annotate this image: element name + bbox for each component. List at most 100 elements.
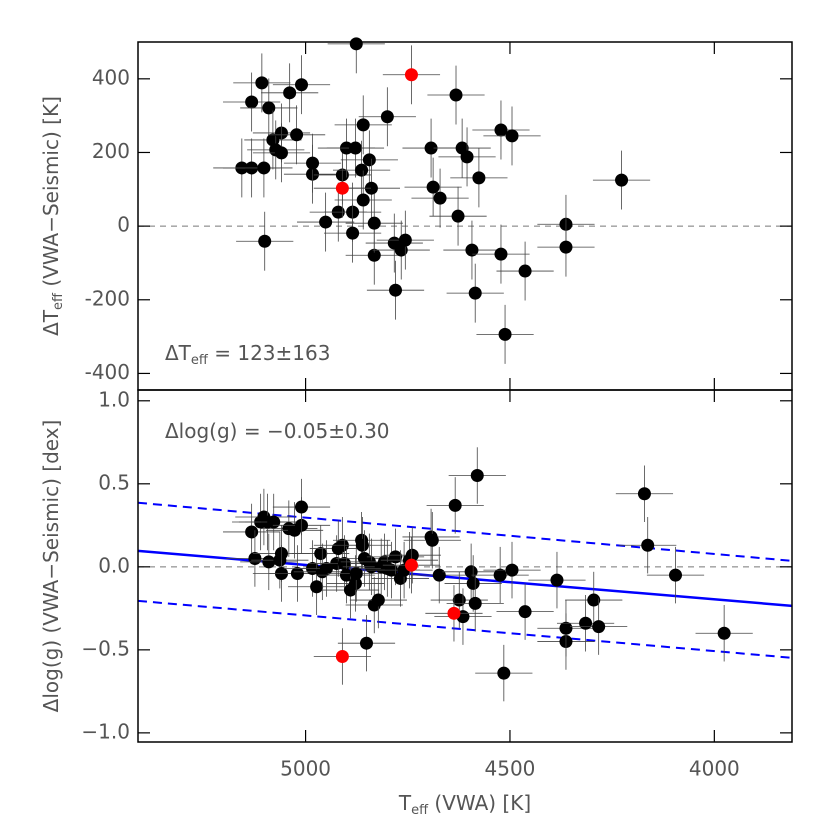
data-point xyxy=(295,78,308,92)
data-point xyxy=(245,525,259,539)
data-point xyxy=(398,233,412,247)
data-point xyxy=(257,161,271,175)
y-tick-label: 200 xyxy=(92,139,130,163)
y-tick-label: -400 xyxy=(85,360,130,384)
data-point xyxy=(518,264,532,278)
data-point xyxy=(290,566,304,580)
data-point xyxy=(319,561,333,575)
data-point xyxy=(319,215,333,229)
annotation-part: eff xyxy=(191,353,209,368)
data-point xyxy=(498,327,512,341)
data-point xyxy=(460,150,474,164)
fit-line xyxy=(137,549,793,608)
data-point xyxy=(448,498,462,512)
data-point xyxy=(359,636,373,650)
data-point xyxy=(494,247,508,261)
data-point xyxy=(348,141,362,155)
data-point xyxy=(371,593,385,607)
data-point xyxy=(449,88,463,102)
y-tick-label: 0.5 xyxy=(98,470,130,494)
y-tick-label: 400 xyxy=(92,65,130,89)
y-axis-label: Δlog(g) (VWA−Seismic) [dex] xyxy=(39,420,63,713)
data-point xyxy=(394,243,408,257)
data-point xyxy=(451,209,465,223)
annotation: ΔTeff = 123±163 xyxy=(165,341,330,368)
data-point xyxy=(346,226,360,240)
data-point xyxy=(615,173,629,187)
data-point xyxy=(494,123,508,137)
data-point xyxy=(283,86,297,100)
annotation-part: ΔT xyxy=(165,341,192,365)
y-tick-label: 0.0 xyxy=(98,553,130,577)
data-point xyxy=(389,283,403,297)
x-tick-label: 4000 xyxy=(689,757,740,781)
data-point xyxy=(717,626,731,640)
y-tick-label: 1.0 xyxy=(98,387,130,411)
data-point xyxy=(262,555,276,569)
data-point xyxy=(550,573,564,587)
data-point xyxy=(404,558,418,572)
annotation-part: Δlog(g) = −0.05±0.30 xyxy=(165,419,390,443)
data-point xyxy=(367,216,381,230)
data-point xyxy=(404,68,418,82)
data-point xyxy=(669,568,683,582)
data-point xyxy=(367,248,381,262)
y-tick-label: -200 xyxy=(85,286,130,310)
data-point xyxy=(587,593,601,607)
data-point xyxy=(348,576,362,590)
data-point xyxy=(493,568,507,582)
data-point xyxy=(356,193,370,207)
data-point xyxy=(465,243,479,257)
fit-line xyxy=(137,599,793,659)
y-axis-label-part: Δlog(g) (VWA−Seismic) [dex] xyxy=(39,420,63,713)
data-point xyxy=(306,156,320,170)
data-point xyxy=(466,576,480,590)
data-point xyxy=(337,557,351,571)
data-point xyxy=(559,621,573,635)
data-point xyxy=(579,616,593,630)
data-point xyxy=(518,605,532,619)
data-point xyxy=(356,118,370,132)
annotation-part: = 123±163 xyxy=(208,341,331,365)
data-point xyxy=(349,566,363,580)
y-axis-label-part: eff xyxy=(51,292,66,310)
data-point xyxy=(274,146,288,160)
data-point xyxy=(362,153,376,167)
y-axis-label-part: ΔT xyxy=(39,309,63,336)
data-point xyxy=(339,568,353,582)
data-point xyxy=(637,487,651,501)
y-tick-label: −0.5 xyxy=(81,636,130,660)
y-axis-label-part: (VWA−Seismic) [K] xyxy=(39,96,63,293)
data-point xyxy=(255,76,269,90)
data-point xyxy=(245,95,259,109)
x-tick-label: 4500 xyxy=(485,757,536,781)
data-point xyxy=(472,171,486,185)
data-point xyxy=(425,533,439,547)
y-axis-label: ΔTeff (VWA−Seismic) [K] xyxy=(39,96,66,336)
data-point xyxy=(505,129,519,143)
data-point xyxy=(335,649,349,663)
data-point xyxy=(355,163,369,177)
data-point xyxy=(505,563,519,577)
data-point xyxy=(559,240,573,254)
x-axis-label-part: (VWA) [K] xyxy=(428,791,531,815)
x-axis-label-part: T xyxy=(398,791,412,815)
y-tick-label: −1.0 xyxy=(81,719,130,743)
plot-frame xyxy=(137,389,793,743)
x-axis-label-part: eff xyxy=(411,803,429,818)
fit-line xyxy=(137,501,793,562)
x-tick-label: 5000 xyxy=(280,757,331,781)
x-axis-label: Teff (VWA) [K] xyxy=(398,791,531,818)
data-point xyxy=(295,500,308,514)
data-point xyxy=(258,234,272,248)
data-point xyxy=(310,580,324,594)
data-point xyxy=(262,101,276,115)
data-point xyxy=(335,181,349,195)
data-point xyxy=(464,565,478,579)
data-point xyxy=(468,286,482,300)
data-point xyxy=(380,110,394,124)
data-point xyxy=(470,469,484,483)
data-point xyxy=(314,547,328,561)
data-point xyxy=(364,181,378,195)
